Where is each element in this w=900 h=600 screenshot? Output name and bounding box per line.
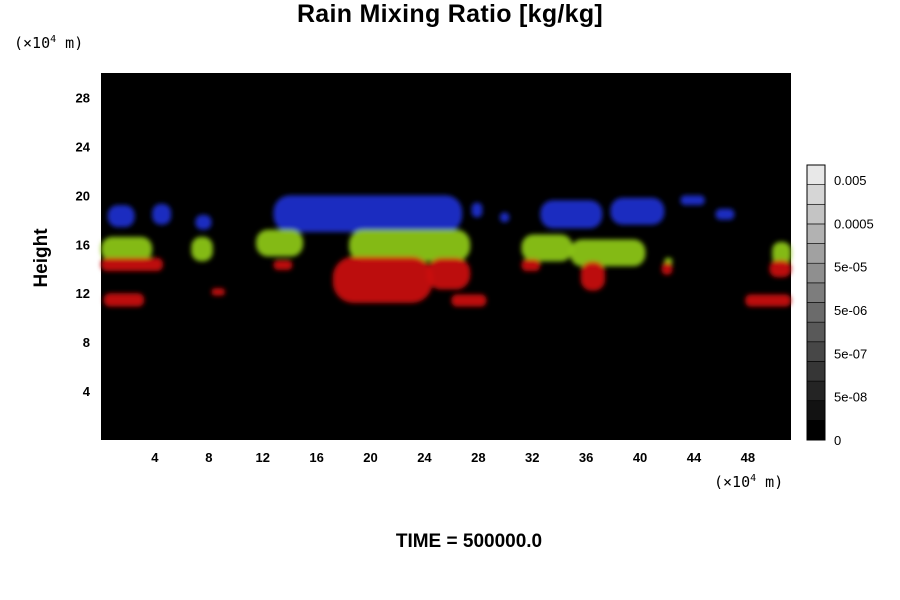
x-unit-exponent: 4 [750,473,757,484]
x-tick-label: 20 [363,450,377,465]
region-lower [521,258,541,272]
x-axis-unit: (×104 m) [714,473,783,491]
colorbar-swatch [806,223,826,244]
colorbar-swatch [806,302,826,323]
x-tick-label: 24 [417,450,432,465]
region-upper [715,208,735,220]
region-lower [769,260,791,278]
y-axis-unit: (×104 m) [14,34,83,52]
x-tick-label: 12 [255,450,269,465]
region-lower [103,293,145,307]
colorbar-label: 5e-06 [834,303,867,318]
region-upper [499,212,510,223]
region-upper [273,195,463,233]
y-unit-prefix: (×10 [14,34,51,52]
y-tick-label: 28 [76,90,90,105]
colorbar-label: 0.005 [834,173,867,188]
region-lower [273,260,293,270]
colorbar-label: 0 [834,433,841,448]
y-tick-label: 12 [76,286,90,301]
region-lower [580,261,606,291]
colorbar-swatch [806,184,826,205]
x-tick-label: 4 [151,450,159,465]
time-label: TIME = 500000.0 [395,531,543,552]
region-lower [427,257,471,290]
y-tick-label: 20 [76,188,90,203]
x-tick-label: 44 [687,450,702,465]
x-tick-label: 36 [579,450,593,465]
colorbar-frame [806,164,826,441]
x-tick-label: 16 [309,450,323,465]
colorbar-swatch [806,282,826,303]
colorbar-label: 0.0005 [834,216,874,231]
region-upper [680,195,705,206]
y-tick-label: 8 [83,335,90,350]
y-unit-exponent: 4 [50,34,57,45]
region-lower [661,262,673,275]
x-tick-label: 28 [471,450,485,465]
y-tick-label: 4 [83,384,91,399]
region-upper [107,205,135,228]
x-unit-suffix: m) [756,473,784,491]
region-lower [101,257,163,272]
colorbar-swatch [806,400,826,421]
region-upper [195,214,212,230]
colorbar-swatch [806,380,826,402]
x-tick-label: 8 [205,450,212,465]
region-middle [348,229,471,262]
region-middle [521,234,573,262]
region-lower [332,256,433,303]
chart-title: Rain Mixing Ratio [kg/kg] [296,0,604,28]
colorbar-swatch [806,243,826,264]
colorbar: 0.005 0.0005 5e-05 5e-06 5e-07 5e-08 0 [806,164,874,448]
region-middle [255,229,304,257]
colorbar-swatch [806,262,826,284]
region-upper [540,200,603,229]
colorbar-swatch [806,341,826,362]
y-tick-label: 24 [76,139,91,154]
y-tick-label: 16 [76,237,90,252]
region-lower [211,288,225,296]
region-middle [569,239,646,267]
field-regions [101,195,791,307]
colorbar-label: 5e-08 [834,390,867,405]
region-upper [152,203,172,225]
x-axis-ticks: 4 8 12 16 20 24 28 32 36 40 44 48 [151,450,755,465]
region-upper [471,202,483,218]
colorbar-swatch [806,321,826,343]
y-axis-ticks: 4 8 12 16 20 24 28 [76,90,91,399]
x-tick-label: 48 [741,450,755,465]
colorbar-swatch [806,203,826,225]
region-lower [451,294,487,307]
colorbar-label: 5e-07 [834,346,867,361]
x-tick-label: 40 [633,450,647,465]
region-middle [191,236,213,262]
colorbar-swatch [806,361,826,382]
y-unit-suffix: m) [56,34,84,52]
colorbar-swatch [806,420,826,441]
x-unit-prefix: (×10 [714,473,751,491]
colorbar-swatch [806,164,826,185]
x-tick-label: 32 [525,450,539,465]
region-middle [101,236,153,262]
colorbar-label: 5e-05 [834,260,867,275]
region-lower [745,294,791,307]
region-middle [772,241,791,266]
region-upper [610,197,665,225]
